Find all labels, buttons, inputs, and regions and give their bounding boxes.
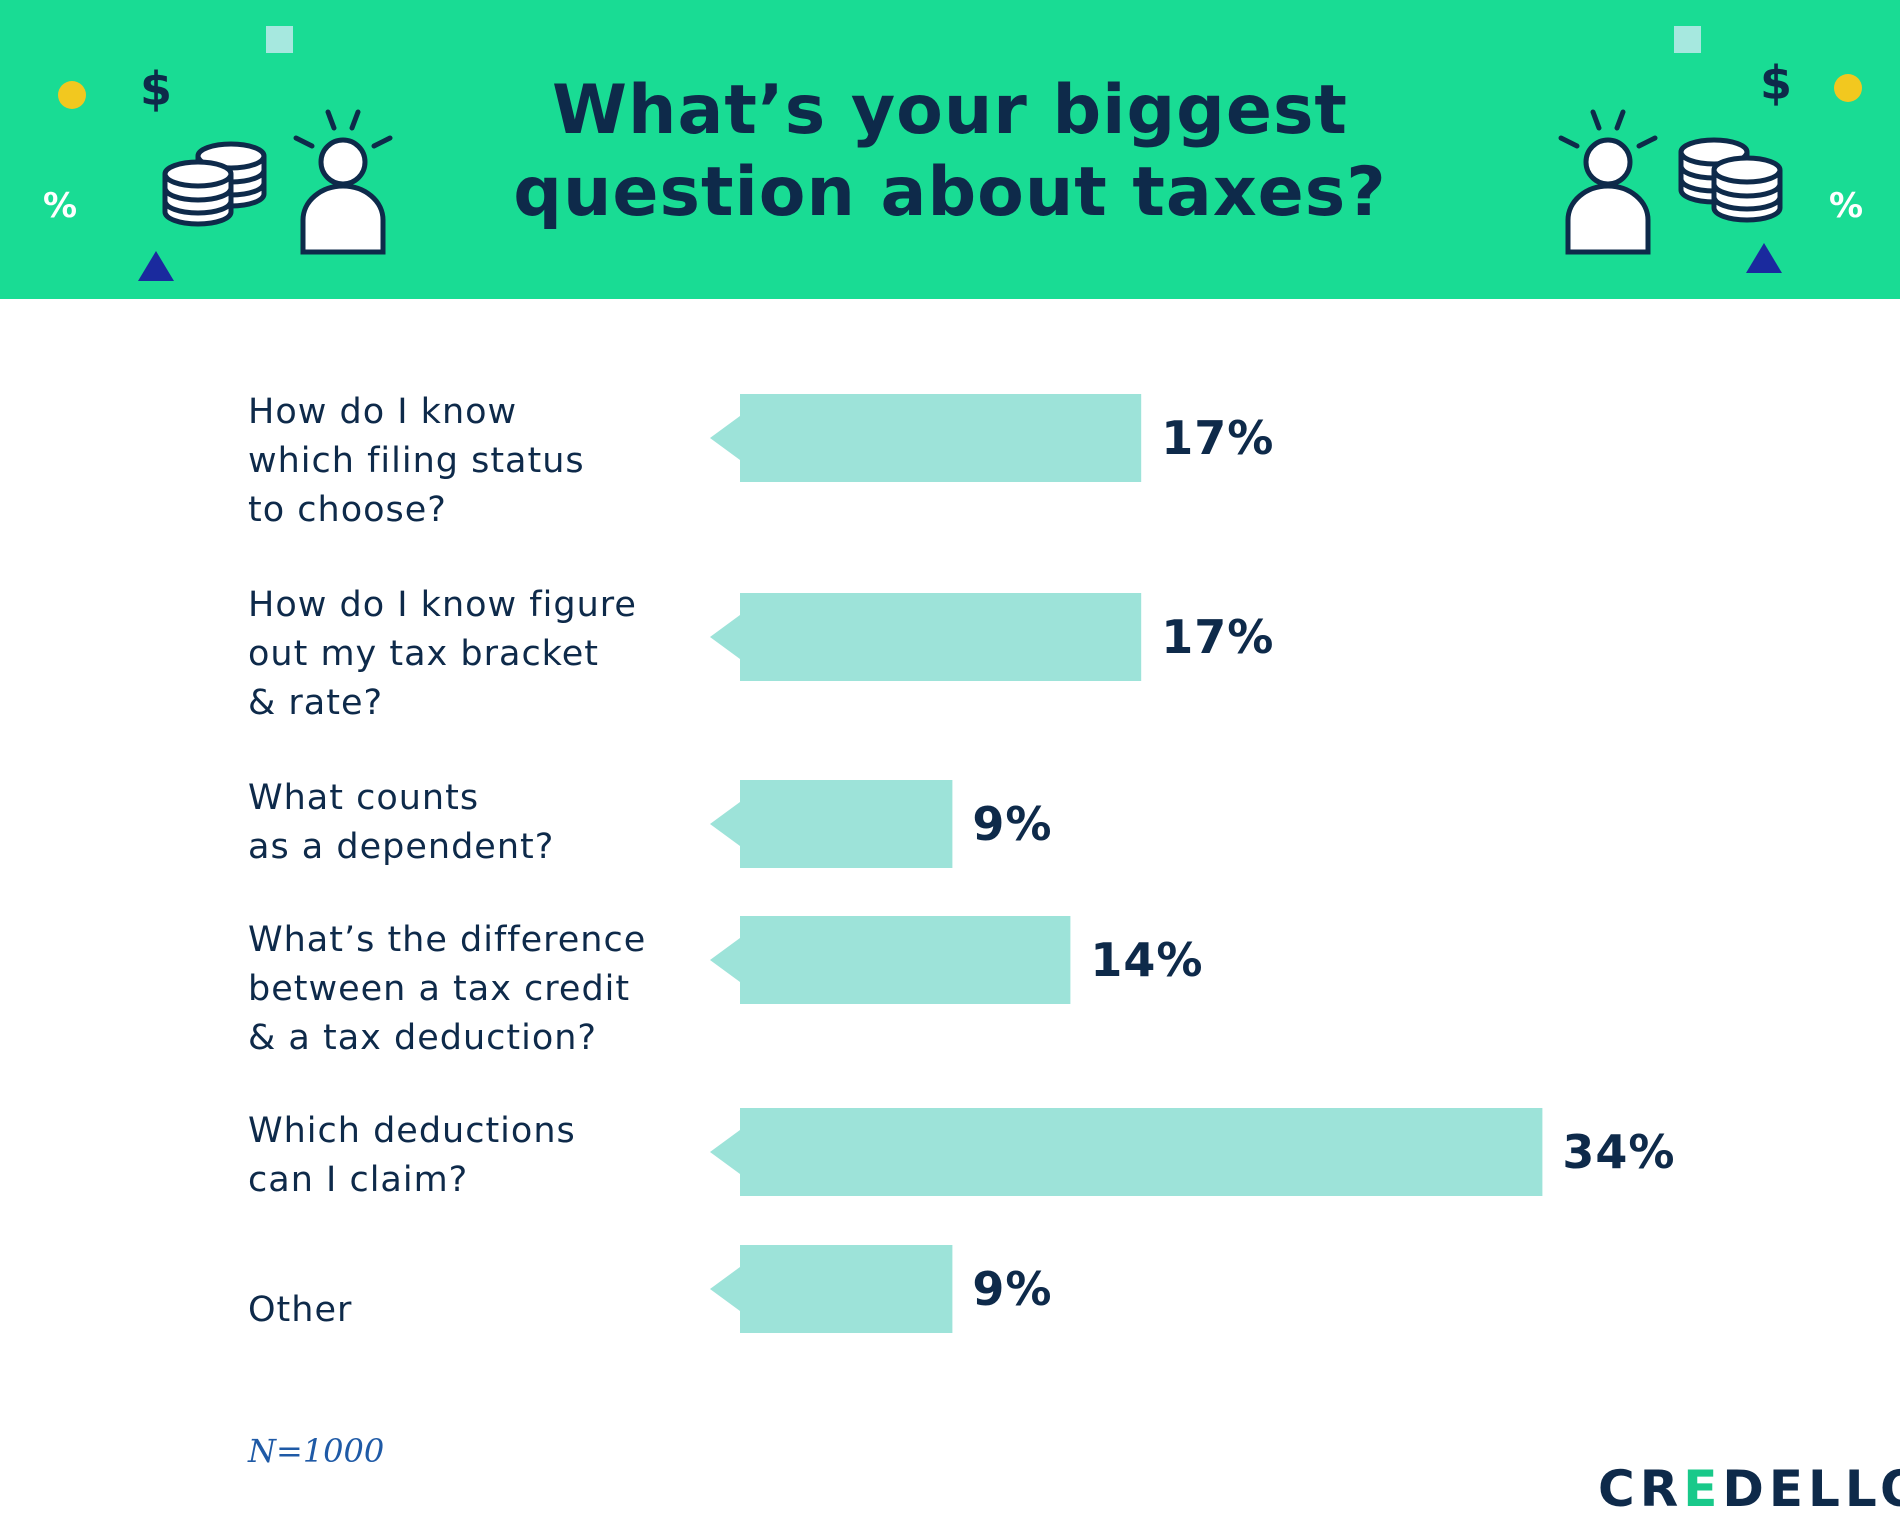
category-label-line: out my tax bracket	[248, 634, 599, 674]
header-banner: $ % What’s your biggest question about t…	[0, 0, 1900, 299]
bar	[740, 593, 1142, 681]
coins-icon	[1678, 137, 1783, 223]
bar	[740, 394, 1142, 482]
category-label: What’s the difference between a tax credi…	[248, 916, 646, 1063]
category-label-line: to choose?	[248, 490, 447, 530]
category-label-line: Which deductions	[248, 1111, 576, 1151]
bar-pointer	[710, 1130, 740, 1174]
chart-title: What’s your biggest question about taxes…	[513, 71, 1387, 232]
data-label: 34%	[1562, 1125, 1675, 1179]
category-label: How do I know figure out my tax bracket & …	[248, 581, 637, 728]
bar-pointer	[710, 938, 740, 982]
bar	[740, 916, 1071, 1004]
category-label: How do I know which filing status to choos…	[248, 388, 585, 535]
category-label-line: & a tax deduction?	[248, 1018, 598, 1058]
data-label: 9%	[972, 797, 1052, 851]
logo-text: CR	[1598, 1460, 1684, 1518]
dollar-icon: $	[1760, 56, 1793, 110]
category-label-line: as a dependent?	[248, 827, 555, 867]
category-label: What counts as a dependent?	[248, 774, 554, 872]
category-label-line: & rate?	[248, 683, 384, 723]
category-label-line: which filing status	[248, 441, 585, 481]
data-label: 14%	[1090, 933, 1203, 987]
yellow-dot-icon	[58, 81, 86, 109]
bar	[740, 1108, 1543, 1196]
bar-pointer	[710, 615, 740, 659]
category-label: Other	[248, 1286, 352, 1335]
sample-size-note: N=1000	[248, 1432, 385, 1470]
triangle-icon	[1746, 243, 1782, 273]
category-label-line: How do I know figure	[248, 585, 637, 625]
dollar-icon: $	[140, 62, 173, 116]
bar	[740, 780, 953, 868]
person-idea-icon	[1558, 109, 1658, 255]
category-label-line: between a tax credit	[248, 969, 631, 1009]
category-label-line: Other	[248, 1290, 353, 1330]
bar-pointer	[710, 1267, 740, 1311]
person-idea-icon	[293, 109, 393, 255]
yellow-dot-icon	[1834, 74, 1862, 102]
category-label-line: How do I know	[248, 392, 518, 432]
triangle-icon	[138, 251, 174, 281]
logo-text-accent: E	[1683, 1460, 1723, 1518]
bar	[740, 1245, 953, 1333]
coins-icon	[162, 141, 267, 227]
category-label-line: What counts	[248, 778, 480, 818]
credello-logo: CREDELLO	[1598, 1460, 1900, 1518]
logo-text: DELLO	[1722, 1460, 1900, 1518]
square-icon	[266, 26, 293, 53]
bar-pointer	[710, 802, 740, 846]
data-label: 17%	[1161, 411, 1274, 465]
category-label-line: can I claim?	[248, 1160, 469, 1200]
data-label: 17%	[1161, 610, 1274, 664]
bar-pointer	[710, 416, 740, 460]
category-label-line: What’s the difference	[248, 920, 647, 960]
percent-icon: %	[43, 186, 78, 226]
percent-icon: %	[1829, 186, 1864, 226]
category-label: Which deductions can I claim?	[248, 1107, 576, 1205]
data-label: 9%	[972, 1262, 1052, 1316]
square-icon	[1674, 26, 1701, 53]
